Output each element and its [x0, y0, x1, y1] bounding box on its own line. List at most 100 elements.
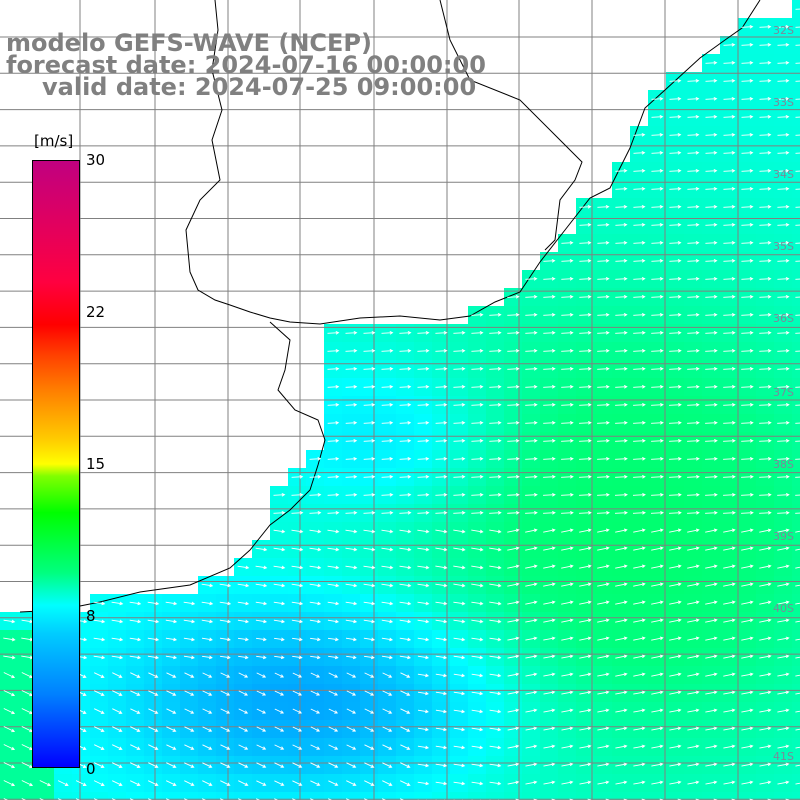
wind-arrow [435, 709, 448, 714]
wind-arrow [759, 348, 772, 353]
wind-cell [720, 792, 739, 800]
wind-arrow [633, 546, 646, 551]
wind-arrow [328, 762, 339, 768]
title-forecast-date: forecast date: 2024-07-16 00:00:00 [6, 51, 486, 79]
wind-arrow [274, 690, 285, 696]
wind-arrow [615, 204, 628, 209]
wind-cell [684, 792, 703, 800]
wind-cell [792, 720, 800, 739]
wind-arrow [777, 456, 790, 461]
wind-arrow [147, 637, 160, 642]
wind-arrow [579, 420, 592, 425]
wind-cell [432, 792, 451, 800]
wind-arrow [273, 529, 286, 534]
wind-arrow [255, 547, 268, 552]
wind-arrow [489, 474, 502, 479]
wind-arrow [795, 368, 800, 370]
title-valid-date: valid date: 2024-07-25 09:00:00 [42, 73, 477, 101]
wind-arrow [561, 384, 574, 389]
wind-arrow [453, 402, 466, 407]
wind-arrow [651, 276, 664, 281]
wind-arrow [705, 600, 718, 605]
wind-arrow [201, 583, 214, 588]
wind-arrow [741, 78, 754, 83]
wind-arrow [525, 276, 538, 281]
wind-arrow [633, 258, 646, 263]
wind-arrow [633, 636, 646, 641]
wind-arrow [741, 276, 754, 281]
wind-arrow [777, 330, 790, 335]
wind-arrow [364, 690, 375, 696]
wind-arrow [759, 312, 772, 317]
wind-arrow [741, 654, 754, 659]
wind-arrow [507, 618, 520, 623]
wind-arrow [669, 474, 682, 479]
wind-arrow [561, 420, 574, 425]
wind-arrow [202, 780, 213, 786]
wind-arrow [741, 492, 754, 497]
wind-arrow [346, 798, 350, 800]
wind-arrow [614, 510, 628, 515]
wind-arrow [292, 726, 303, 732]
wind-arrow [741, 132, 754, 137]
wind-arrow [795, 584, 800, 587]
wind-arrow [651, 312, 664, 317]
wind-arrow [93, 619, 106, 624]
wind-arrow [417, 492, 430, 497]
wind-arrow [184, 762, 195, 768]
wind-arrow [364, 655, 375, 660]
wind-arrow [759, 438, 772, 443]
wind-arrow [471, 474, 484, 479]
wind-arrow [399, 456, 412, 461]
wind-arrow [94, 744, 105, 750]
wind-arrow [723, 276, 736, 281]
wind-arrow [561, 330, 574, 335]
wind-arrow [165, 655, 178, 660]
wind-arrow [399, 547, 412, 552]
wind-arrow [615, 762, 628, 767]
wind-arrow [219, 619, 232, 624]
wind-arrow [579, 330, 592, 335]
wind-arrow [777, 672, 790, 677]
wind-arrow [345, 474, 358, 479]
wind-arrow [795, 260, 800, 262]
wind-arrow [615, 708, 628, 713]
wind-arrow [795, 134, 800, 136]
wind-arrow [399, 402, 412, 407]
wind-arrow [400, 726, 411, 732]
wind-arrow [94, 762, 105, 768]
wind-arrow [148, 780, 159, 786]
wind-arrow [346, 690, 357, 696]
wind-arrow [507, 294, 520, 299]
wind-arrow [3, 619, 16, 624]
wind-arrow [309, 583, 322, 588]
wind-arrow [400, 672, 411, 678]
wind-arrow [759, 618, 772, 623]
wind-arrow [256, 726, 267, 732]
wind-arrow [615, 474, 628, 479]
wind-arrow [759, 726, 772, 731]
wind-arrow [471, 673, 484, 678]
wind-arrow [507, 456, 520, 461]
wind-arrow [417, 583, 430, 588]
wind-arrow [777, 618, 790, 623]
wind-arrow [328, 726, 339, 732]
wind-arrow [633, 564, 646, 569]
wind-cell [792, 774, 800, 793]
wind-arrow [651, 204, 664, 209]
wind-arrow [237, 601, 250, 606]
wind-arrow [148, 708, 159, 714]
wind-arrow [453, 456, 466, 461]
wind-arrow [220, 672, 231, 678]
wind-arrow [220, 726, 231, 732]
wind-arrow [723, 780, 736, 785]
wind-arrow [328, 655, 339, 660]
colorbar [32, 160, 80, 768]
wind-arrow [633, 294, 646, 299]
wind-arrow [723, 528, 736, 533]
wind-arrow [111, 655, 124, 660]
wind-arrow [238, 762, 249, 768]
wind-arrow [381, 510, 394, 515]
wind-arrow [705, 60, 718, 65]
wind-arrow [633, 618, 646, 623]
